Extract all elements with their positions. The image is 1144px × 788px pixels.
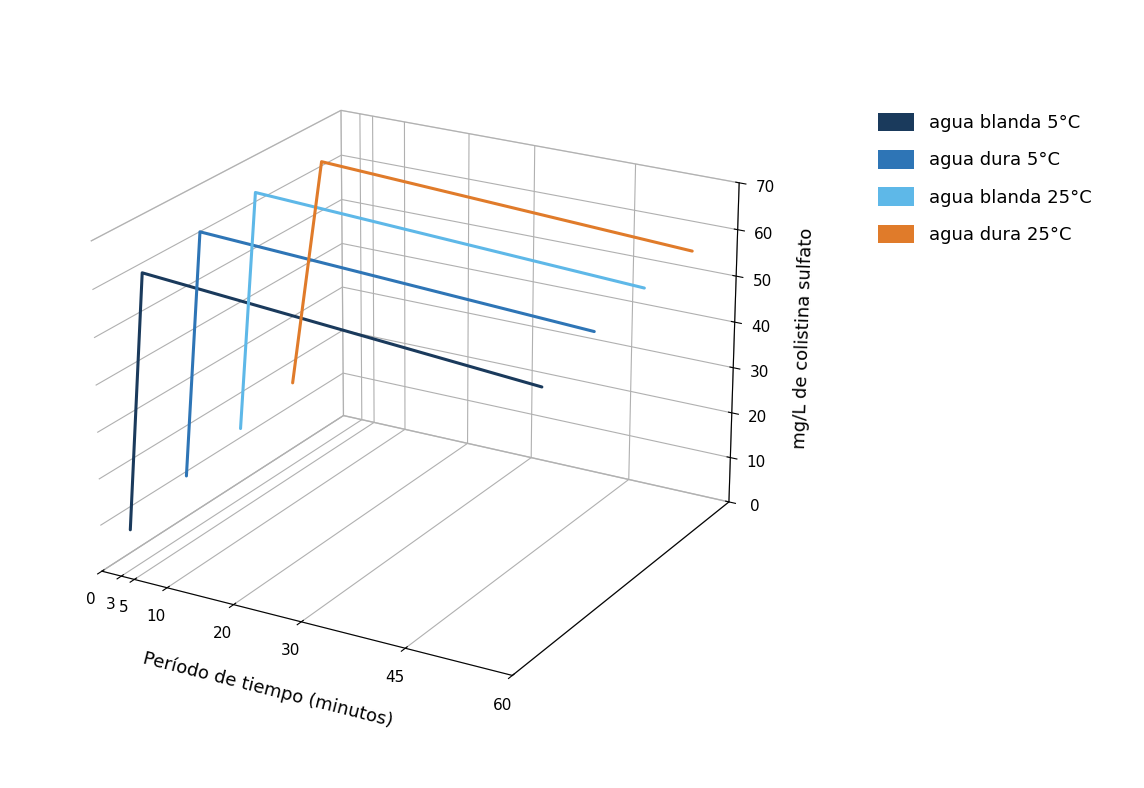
Legend: agua blanda 5°C, agua dura 5°C, agua blanda 25°C, agua dura 25°C: agua blanda 5°C, agua dura 5°C, agua bla… <box>869 103 1101 253</box>
X-axis label: Período de tiempo (minutos): Período de tiempo (minutos) <box>141 649 395 730</box>
